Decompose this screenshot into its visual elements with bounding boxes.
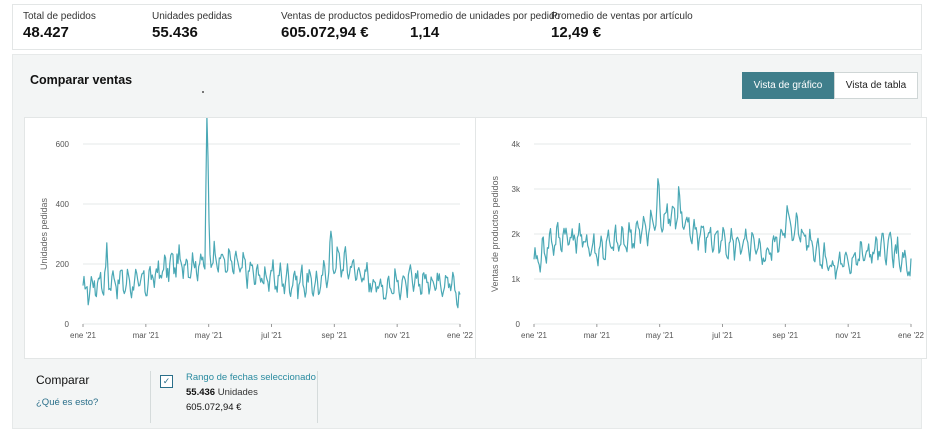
metric-value: 55.436 [152, 24, 198, 41]
metric-value: 1,14 [410, 24, 440, 41]
metric-units-ordered: Unidades pedidas 55.436 [152, 11, 232, 41]
y-tick-label: 3k [512, 185, 521, 194]
date-range-checkbox[interactable]: ✓ [160, 375, 173, 388]
metrics-bar: Total de pedidos 48.427 Unidades pedidas… [12, 4, 922, 50]
y-tick-label: 4k [512, 140, 521, 149]
x-tick-label: mar '21 [133, 331, 160, 340]
compare-units-value: 55.436 [186, 387, 216, 398]
panel-title: Comparar ventas [30, 73, 133, 87]
compare-sales-panel: Comparar ventas Vista de gráfico Vista d… [12, 54, 927, 429]
metric-label: Total de pedidos [23, 11, 96, 22]
divider [317, 371, 318, 423]
x-tick-label: ene '21 [521, 331, 548, 340]
compare-sales-value: 605.072,94 € [186, 402, 242, 413]
x-tick-label: mar '21 [584, 331, 611, 340]
compare-section: Comparar ¿Qué es esto? ✓ Rango de fechas… [13, 361, 921, 428]
metric-label: Promedio de ventas por artículo [551, 11, 693, 22]
chart-view-button[interactable]: Vista de gráfico [742, 72, 834, 99]
metric-label: Unidades pedidas [152, 11, 233, 22]
y-tick-label: 1k [512, 275, 521, 284]
series-line [533, 178, 912, 280]
compare-units-suffix: Unidades [217, 387, 258, 398]
what-is-this-link[interactable]: ¿Qué es esto? [36, 397, 99, 408]
series-line [82, 118, 461, 309]
x-tick-label: may '21 [195, 331, 223, 340]
sales-chart-svg: 0 1k 2k 3k 4k ene '21 mar '21 may '21 jul '21 sep… [490, 140, 925, 340]
y-tick-label: 2k [512, 230, 521, 239]
y-axis-label: Unidades pedidas [39, 197, 49, 270]
y-tick-label: 200 [56, 260, 70, 269]
decorative-dot [202, 91, 204, 93]
x-tick-label: nov '21 [384, 331, 410, 340]
metric-value: 48.427 [23, 24, 69, 41]
metric-total-orders: Total de pedidos 48.427 [23, 11, 96, 41]
sales-chart: 0 1k 2k 3k 4k ene '21 mar '21 may '21 jul '21 sep… [475, 117, 927, 359]
x-tick-label: sep '21 [773, 331, 799, 340]
x-tick-label: ene '22 [898, 331, 925, 340]
x-tick-label: jul '21 [711, 331, 733, 340]
x-tick-label: ene '22 [447, 331, 474, 340]
compare-title: Comparar [36, 373, 90, 387]
y-axis-label: Ventas de productos pedidos [490, 175, 500, 292]
metric-avg-sales-per-item: Promedio de ventas por artículo 12,49 € [551, 11, 693, 41]
x-tick-label: nov '21 [835, 331, 861, 340]
x-tick-label: ene '21 [70, 331, 97, 340]
metric-value: 12,49 € [551, 24, 602, 41]
date-range-label: Rango de fechas seleccionado [186, 372, 316, 383]
x-tick-label: jul '21 [260, 331, 282, 340]
table-view-button[interactable]: Vista de tabla [834, 72, 918, 99]
metric-avg-units-per-order: Promedio de unidades por pedido 1,14 [410, 11, 560, 41]
x-tick-label: may '21 [646, 331, 674, 340]
metric-label: Promedio de unidades por pedido [410, 11, 561, 22]
y-tick-label: 0 [516, 320, 521, 329]
y-tick-label: 400 [56, 200, 70, 209]
compare-units: 55.436 Unidades [186, 387, 258, 398]
metric-label: Ventas de productos pedidos [281, 11, 410, 22]
metric-product-sales: Ventas de productos pedidos 605.072,94 € [281, 11, 410, 41]
y-tick-label: 0 [65, 320, 70, 329]
metric-value: 605.072,94 € [281, 24, 369, 41]
units-chart-svg: 0 200 400 600 ene '21 mar '21 may '21 jul '21 se… [39, 118, 474, 340]
y-tick-label: 600 [56, 140, 70, 149]
x-tick-label: sep '21 [322, 331, 348, 340]
units-chart: 0 200 400 600 ene '21 mar '21 may '21 jul '21 se… [24, 117, 476, 359]
divider [150, 371, 151, 423]
